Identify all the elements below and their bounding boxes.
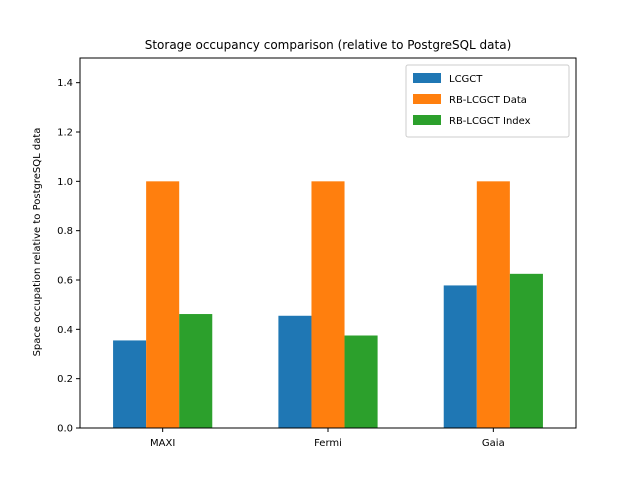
legend-swatch <box>413 73 441 83</box>
y-tick-label: 1.2 <box>57 128 73 139</box>
legend-frame <box>405 64 570 138</box>
y-tick-label: 0.0 <box>57 424 73 435</box>
legend-swatch <box>413 94 441 104</box>
legend-label: RB-LCGCT Index <box>449 116 531 127</box>
y-tick-label: 1.0 <box>57 177 73 188</box>
bar-rb-lcgct-index-fermi <box>344 335 378 428</box>
bar-rb-lcgct-index-maxi <box>179 314 213 428</box>
y-tick-label: 0.6 <box>57 276 73 287</box>
bar-rb-lcgct-index-gaia <box>509 273 543 428</box>
x-tick-label: Fermi <box>314 438 342 449</box>
x-tick-label: Gaia <box>482 438 505 449</box>
legend: LCGCT RB-LCGCT Data RB-LCGCT Index <box>405 64 570 138</box>
bar-rb-lcgct-data-gaia <box>476 181 510 428</box>
y-tick-label: 0.4 <box>57 325 73 336</box>
plot-frame <box>79 57 577 429</box>
legend-swatch <box>413 115 441 125</box>
bar-rb-lcgct-data-maxi <box>146 181 180 428</box>
bar-lcgct-gaia <box>443 285 477 428</box>
bar-lcgct-fermi <box>278 315 312 428</box>
legend-label: RB-LCGCT Data <box>449 95 527 106</box>
bar-lcgct-maxi <box>113 340 147 428</box>
bars-layer <box>113 181 543 428</box>
y-tick-label: 0.8 <box>57 226 73 237</box>
x-tick-label: MAXI <box>150 438 175 449</box>
legend-label: LCGCT <box>449 74 483 85</box>
bar-rb-lcgct-data-fermi <box>311 181 345 428</box>
y-tick-label: 1.4 <box>57 78 73 89</box>
y-axis-label: Space occupation relative to PostgreSQL … <box>32 128 43 357</box>
y-tick-label: 0.2 <box>57 374 73 385</box>
chart-title: Storage occupancy comparison (relative t… <box>145 38 512 52</box>
ticks-layer: MAXI Fermi Gaia 0.0 0.2 0.4 0.6 0.8 1.0 1.2 1.4 <box>57 78 505 449</box>
